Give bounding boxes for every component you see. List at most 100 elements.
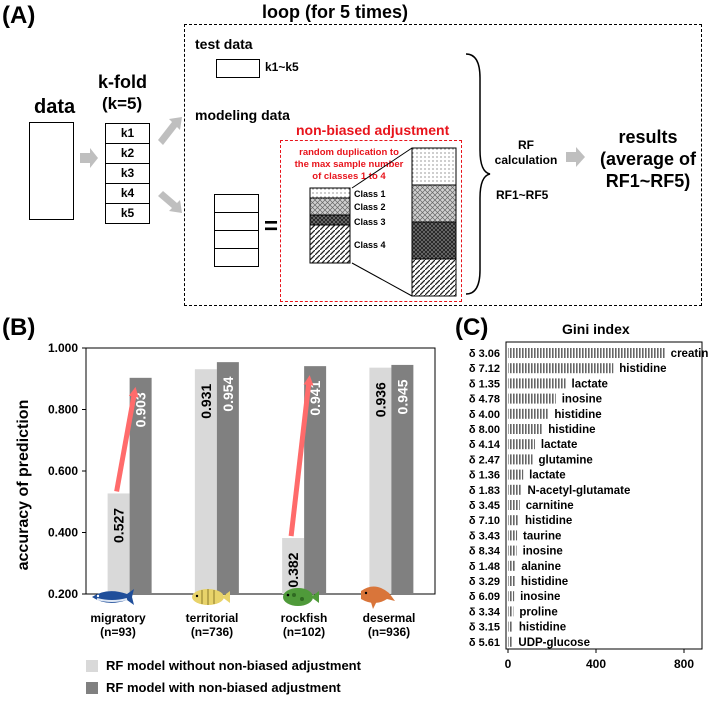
gini-shift-label: δ 3.45 — [469, 500, 500, 512]
category-name: migratory — [90, 611, 146, 625]
category-count: (n=936) — [367, 625, 411, 639]
category-count: (n=93) — [100, 625, 136, 639]
data-box — [29, 122, 74, 220]
gini-frame — [505, 341, 703, 650]
bar-migratory-with — [129, 377, 152, 594]
x-tick-label: 400 — [586, 657, 606, 671]
arrow-icon — [80, 148, 98, 168]
accuracy-chart: 0.200 0.400 0.600 0.800 1.000 0.527 0.903 0.93… — [15, 341, 436, 601]
arrow-icon — [566, 147, 585, 167]
results-line2: (average of — [599, 149, 697, 169]
bar-territorial-with — [216, 362, 239, 594]
fish-icons — [92, 586, 395, 609]
data-label: data — [34, 96, 76, 118]
nonbiased-desc-line1: random duplication to — [299, 147, 399, 158]
brace-icon — [465, 53, 491, 295]
y-tick-label: 0.600 — [48, 464, 78, 478]
gini-bar — [508, 484, 522, 495]
gini-bar — [508, 606, 514, 617]
gini-shift-label: δ 1.36 — [469, 470, 500, 482]
category-label: territorial (n=736) — [176, 611, 248, 639]
gini-compound-label: lactate — [529, 470, 565, 482]
nonbiased-desc-line3: of classes 1 to 4 — [312, 171, 386, 182]
gini-chart: δ 3.06 creatine δ 7.12 histidine δ 1.35 lacta… — [469, 341, 708, 671]
class4-big-bar — [411, 258, 457, 297]
legend: RF model without non-biased adjustment R… — [86, 655, 361, 699]
modeling-fold — [214, 231, 259, 249]
bar-territorial-without — [194, 369, 217, 594]
gini-shift-label: δ 2.47 — [469, 454, 500, 466]
gini-compound-label: lactate — [572, 378, 608, 390]
gini-shift-label: δ 3.15 — [469, 622, 500, 634]
bar-desermal-without — [369, 367, 392, 594]
bar-value-label: 0.527 — [111, 508, 127, 543]
modeling-fold — [214, 249, 259, 267]
class4-small-bar — [309, 224, 351, 264]
zoom-line — [351, 147, 413, 189]
gini-shift-label: δ 1.83 — [469, 485, 500, 497]
bar-migratory-without — [107, 493, 130, 594]
category-name: desermal — [362, 611, 416, 625]
legend-item-without: RF model without non-biased adjustment — [86, 655, 361, 677]
improvement-arrow — [288, 375, 314, 537]
gini-shift-label: δ 4.00 — [469, 409, 500, 421]
gini-bar — [508, 363, 614, 374]
gini-compound-label: N-acetyl-glutamate — [527, 485, 630, 497]
results-line1: results — [618, 127, 678, 147]
gini-bar — [508, 469, 524, 480]
gini-compound-label: inosine — [520, 591, 560, 603]
gini-bar — [508, 439, 535, 450]
gini-shift-label: δ 7.12 — [469, 363, 500, 375]
rf-calc-line2: calculation — [494, 153, 558, 167]
gini-shift-label: δ 3.29 — [469, 576, 500, 588]
gini-bar — [508, 591, 515, 602]
class2-label: Class 2 — [354, 202, 386, 212]
zoom-line — [351, 262, 413, 297]
y-tick-label: 0.200 — [48, 587, 78, 601]
gini-compound-label: inosine — [523, 546, 563, 558]
bar-value-label: 0.936 — [372, 382, 388, 417]
category-count: (n=102) — [282, 625, 326, 639]
striped-fish-icon — [192, 589, 230, 605]
gini-shift-label: δ 4.14 — [469, 439, 501, 451]
gini-compound-label: histidine — [519, 622, 566, 634]
gini-bar — [508, 454, 533, 465]
gini-bar — [508, 515, 520, 526]
category-name: rockfish — [280, 611, 328, 625]
class2-big-bar — [411, 184, 457, 223]
gini-compound-label: histidine — [554, 409, 601, 421]
gini-bar — [508, 348, 665, 358]
gini-title: Gini index — [562, 321, 630, 337]
test-fold-box — [216, 59, 260, 78]
class1-label: Class 1 — [354, 189, 386, 199]
category-label: desermal (n=936) — [353, 611, 425, 639]
fold-stack: k1 k2 k3 k4 k5 — [105, 123, 150, 224]
gini-compound-label: carnitine — [526, 500, 574, 512]
gini-compound-label: creatine — [671, 348, 708, 360]
results: results (average of RF1~RF5) — [588, 126, 708, 192]
flow-arrows — [80, 117, 585, 213]
class4-label: Class 4 — [354, 240, 386, 250]
gini-bar — [508, 500, 520, 510]
gini-shift-label: δ 8.34 — [469, 546, 501, 558]
fold-k4: k4 — [105, 184, 150, 204]
category-count: (n=736) — [190, 625, 234, 639]
modeling-data-label: modeling data — [195, 107, 290, 123]
gini-shift-label: δ 7.10 — [469, 515, 500, 527]
category-label: rockfish (n=102) — [268, 611, 340, 639]
legend-label: RF model without non-biased adjustment — [106, 658, 361, 673]
gini-shift-label: δ 1.35 — [469, 378, 500, 390]
loop-box — [184, 24, 702, 306]
gini-compound-label: histidine — [521, 576, 568, 588]
rf-range: RF1~RF5 — [496, 188, 549, 202]
gini-bar — [508, 545, 517, 556]
y-tick-label: 1.000 — [48, 341, 78, 355]
panel-a-label: (A) — [2, 2, 36, 29]
gini-shift-label: δ 8.00 — [469, 424, 500, 436]
bar-rockfish-without — [282, 538, 305, 594]
gini-compound-label: alanine — [521, 561, 561, 573]
nonbiased-box — [280, 140, 462, 302]
gini-bar — [508, 408, 549, 419]
equals-sign: = — [264, 213, 279, 240]
bar-rockfish-with — [304, 366, 327, 594]
